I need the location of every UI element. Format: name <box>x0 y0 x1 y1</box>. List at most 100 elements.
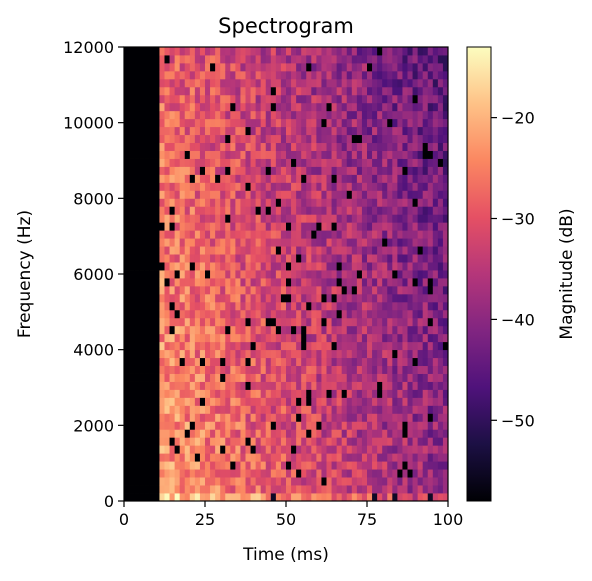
heatmap-cell <box>210 453 216 462</box>
heatmap-cell <box>255 198 262 207</box>
heatmap-cell <box>220 285 226 295</box>
heatmap-cell <box>432 301 439 311</box>
heatmap-cell <box>275 453 282 462</box>
heatmap-cell <box>336 126 343 136</box>
heatmap-cell <box>361 477 368 486</box>
heatmap-cell <box>169 70 176 80</box>
heatmap-cell <box>417 134 424 144</box>
y-tick-label: 10000 <box>63 114 114 133</box>
heatmap-cell <box>336 413 343 422</box>
heatmap-cell <box>351 198 358 207</box>
heatmap-cell <box>402 55 408 64</box>
heatmap-cell <box>275 397 282 406</box>
heatmap-cell <box>286 389 292 398</box>
heatmap-cell <box>321 485 327 494</box>
heatmap-cell <box>382 357 388 367</box>
heatmap-cell <box>255 301 262 311</box>
heatmap-cell <box>326 453 332 462</box>
heatmap-cell <box>402 222 408 231</box>
heatmap-cell <box>382 397 388 406</box>
heatmap-cell <box>199 166 206 175</box>
colorbar <box>466 46 492 502</box>
heatmap-cell <box>134 317 140 327</box>
heatmap-cell <box>427 55 434 64</box>
heatmap-cell <box>316 349 322 359</box>
heatmap-cell <box>427 365 434 374</box>
heatmap-cell <box>240 317 246 327</box>
heatmap-cell <box>179 70 186 80</box>
heatmap-cell <box>134 421 140 430</box>
heatmap-cell <box>270 62 277 72</box>
heatmap-cell <box>417 270 424 279</box>
heatmap-cell <box>179 357 186 367</box>
heatmap-cell <box>220 341 226 351</box>
heatmap-cell <box>392 437 398 446</box>
heatmap-cell <box>184 301 191 311</box>
heatmap-cell <box>215 293 221 303</box>
heatmap-cell <box>417 485 424 494</box>
heatmap-cell <box>291 47 297 56</box>
heatmap-cell <box>321 182 327 191</box>
heatmap-cell <box>291 78 297 88</box>
heatmap-cell <box>265 214 272 223</box>
heatmap-cell <box>199 206 206 215</box>
heatmap-cell <box>235 309 241 319</box>
heatmap-cell <box>361 429 368 438</box>
heatmap-cell <box>255 389 262 398</box>
heatmap-cell <box>260 309 267 319</box>
heatmap-cell <box>235 397 241 406</box>
heatmap-cell <box>260 246 267 255</box>
heatmap-cell <box>124 102 130 112</box>
heatmap-cell <box>321 493 327 501</box>
heatmap-cell <box>174 174 181 183</box>
heatmap-cell <box>326 134 332 144</box>
heatmap-cell <box>341 78 348 88</box>
heatmap-cell <box>225 357 231 367</box>
heatmap-cell <box>392 222 398 231</box>
heatmap-cell <box>149 118 155 128</box>
heatmap-cell <box>184 365 191 374</box>
heatmap-cell <box>189 325 196 335</box>
heatmap-cell <box>422 206 429 215</box>
heatmap-cell <box>407 421 413 430</box>
heatmap-cell <box>392 357 398 367</box>
heatmap-cell <box>311 437 317 446</box>
heatmap-cell <box>341 453 348 462</box>
heatmap-cell <box>149 461 155 470</box>
heatmap-cell <box>230 349 236 359</box>
heatmap-cell <box>255 429 262 438</box>
heatmap-cell <box>321 134 327 144</box>
heatmap-cell <box>316 78 322 88</box>
heatmap-cell <box>367 285 373 295</box>
heatmap-cell <box>189 254 196 263</box>
heatmap-cell <box>129 134 135 144</box>
heatmap-cell <box>149 469 155 478</box>
heatmap-cell <box>402 453 408 462</box>
heatmap-cell <box>159 190 165 199</box>
heatmap-cell <box>301 238 307 247</box>
heatmap-cell <box>326 246 332 255</box>
heatmap-cell <box>367 142 373 151</box>
heatmap-cell <box>377 230 383 239</box>
heatmap-cell <box>225 166 231 175</box>
heatmap-cell <box>215 262 221 271</box>
heatmap-cell <box>250 437 257 446</box>
heatmap-cell <box>392 142 398 151</box>
heatmap-cell <box>346 55 353 64</box>
heatmap-cell <box>194 150 201 159</box>
heatmap-cell <box>124 485 130 494</box>
heatmap-cell <box>442 102 448 112</box>
heatmap-cell <box>205 55 211 64</box>
heatmap-cell <box>296 166 302 175</box>
heatmap-cell <box>417 222 424 231</box>
heatmap-cell <box>210 485 216 494</box>
heatmap-cell <box>422 174 429 183</box>
heatmap-cell <box>351 278 358 287</box>
heatmap-cell <box>432 309 439 319</box>
heatmap-cell <box>356 397 363 406</box>
heatmap-cell <box>346 254 353 263</box>
heatmap-cell <box>230 150 236 159</box>
heatmap-cell <box>316 461 322 470</box>
heatmap-cell <box>169 429 176 438</box>
heatmap-cell <box>169 47 176 56</box>
